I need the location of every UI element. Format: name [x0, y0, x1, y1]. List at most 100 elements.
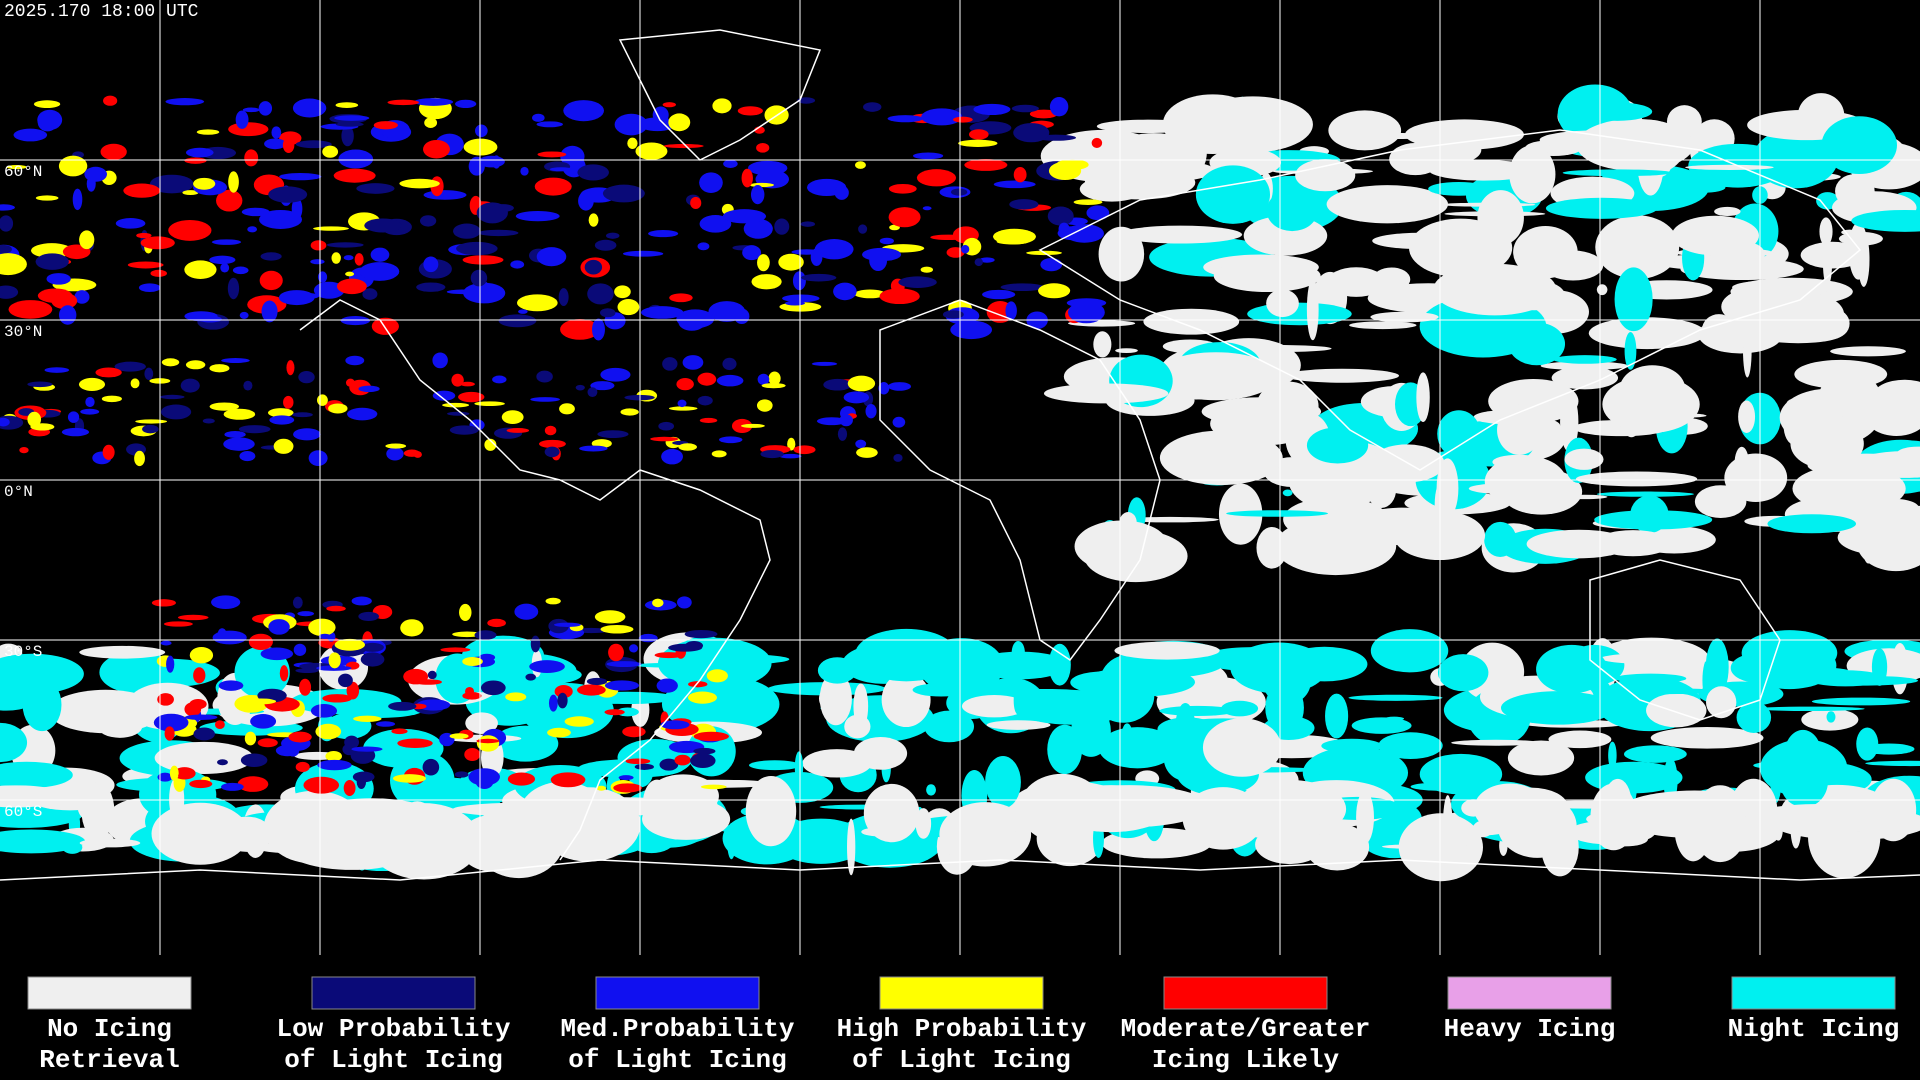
cloud-patch — [1773, 819, 1783, 841]
cloud-patch — [209, 255, 236, 265]
cloud-patch — [239, 451, 256, 462]
cloud-patch — [31, 243, 73, 259]
cloud-patch — [364, 218, 402, 233]
cloud-patch — [292, 596, 303, 609]
cloud-patch — [594, 610, 626, 624]
cloud-patch — [761, 383, 786, 389]
cloud-patch — [1742, 323, 1752, 378]
cloud-patch — [1545, 197, 1658, 219]
legend-swatch — [879, 976, 1044, 1010]
cloud-patch — [347, 407, 378, 421]
cloud-patch — [964, 816, 1021, 836]
cloud-patch — [863, 102, 882, 112]
cloud-patch — [656, 678, 678, 693]
cloud-patch — [0, 722, 28, 763]
cloud-patch — [1351, 717, 1412, 734]
cloud-patch — [303, 776, 340, 794]
cloud-patch — [244, 149, 259, 167]
cloud-patch — [61, 427, 90, 437]
cloud-patch — [85, 396, 95, 408]
cloud-patch — [1596, 491, 1694, 497]
cloud-patch — [501, 410, 524, 425]
cloud-patch — [100, 143, 127, 160]
legend-label: of Light Icing — [284, 1045, 502, 1075]
cloud-patch — [1329, 132, 1452, 140]
cloud-patch — [223, 408, 256, 420]
timestamp: 2025.170 18:00 UTC — [4, 2, 199, 22]
cloud-patch — [924, 710, 975, 743]
cloud-patch — [674, 754, 691, 766]
cloud-patch — [1755, 706, 1865, 711]
cloud-patch — [387, 99, 420, 106]
cloud-patch — [244, 731, 257, 746]
cloud-patch — [427, 670, 437, 680]
cloud-patch — [544, 446, 560, 458]
cloud-patch — [246, 698, 277, 705]
cloud-patch — [403, 449, 420, 457]
cloud-patch — [241, 207, 270, 217]
cloud-patch — [228, 122, 269, 137]
cloud-patch — [292, 98, 327, 118]
cloud-patch — [854, 289, 886, 299]
cloud-patch — [288, 731, 312, 743]
cloud-patch — [189, 647, 214, 664]
coastlines — [0, 29, 1920, 881]
cloud-patch — [1536, 644, 1608, 694]
cloud-patch — [178, 773, 192, 778]
cloud-patch — [1564, 448, 1604, 470]
cloud-patch — [1760, 292, 1845, 337]
cloud-patch — [587, 387, 598, 398]
cloud-patch — [282, 137, 295, 153]
cloud-patch — [793, 445, 816, 455]
cloud-patch — [35, 253, 69, 270]
cloud-patch — [336, 278, 367, 295]
cloud-patch — [432, 390, 456, 401]
cloud-patch — [662, 357, 678, 371]
cloud-patch — [317, 394, 328, 406]
cloud-patch — [1073, 199, 1103, 205]
cloud-patch — [722, 209, 767, 224]
cloud-patch — [492, 725, 559, 762]
cloud-patch — [232, 266, 249, 275]
cloud-patch — [1086, 205, 1110, 221]
cloud-patch — [620, 408, 639, 416]
cloud-patch — [1701, 314, 1736, 346]
cloud-patch — [690, 753, 716, 769]
cloud-patch — [257, 738, 278, 748]
cloud-patch — [422, 758, 440, 776]
cloud-patch — [1283, 497, 1389, 542]
cloud-patch — [1738, 400, 1756, 433]
cloud-patch — [456, 241, 498, 256]
cloud-patch — [722, 357, 737, 371]
cloud-patch — [345, 378, 355, 387]
latitude-labels: 60°N 30°N 0°N 30°S 60°S — [4, 163, 42, 821]
cloud-patch — [823, 378, 852, 391]
cloud-patch — [79, 645, 166, 659]
cloud-patch — [1509, 145, 1556, 204]
cloud-patch — [682, 654, 790, 665]
cloud-patch — [354, 253, 364, 266]
cloud-patch — [345, 355, 365, 366]
cloud-patch — [159, 394, 185, 400]
cloud-patch — [498, 314, 537, 328]
cloud-patch — [650, 436, 679, 442]
cloud-patch — [920, 266, 934, 273]
cloud-patch — [0, 285, 19, 299]
cloud-patch — [1826, 711, 1836, 723]
cloud-patch — [310, 240, 327, 251]
cloud-patch — [470, 269, 488, 287]
cloud-patch — [235, 110, 249, 129]
cloud-patch — [1159, 430, 1283, 486]
cloud-patch — [399, 178, 440, 189]
cloud-patch — [326, 242, 364, 248]
cloud-patch — [202, 418, 215, 424]
cloud-patch — [663, 143, 704, 149]
cloud-patch — [79, 230, 95, 250]
cloud-patch — [559, 403, 575, 415]
cloud-patch — [58, 155, 88, 177]
cloud-patch — [1047, 724, 1083, 775]
cloud-patch — [1058, 222, 1070, 236]
cloud-patch — [921, 108, 963, 126]
cloud-patch — [247, 226, 258, 233]
